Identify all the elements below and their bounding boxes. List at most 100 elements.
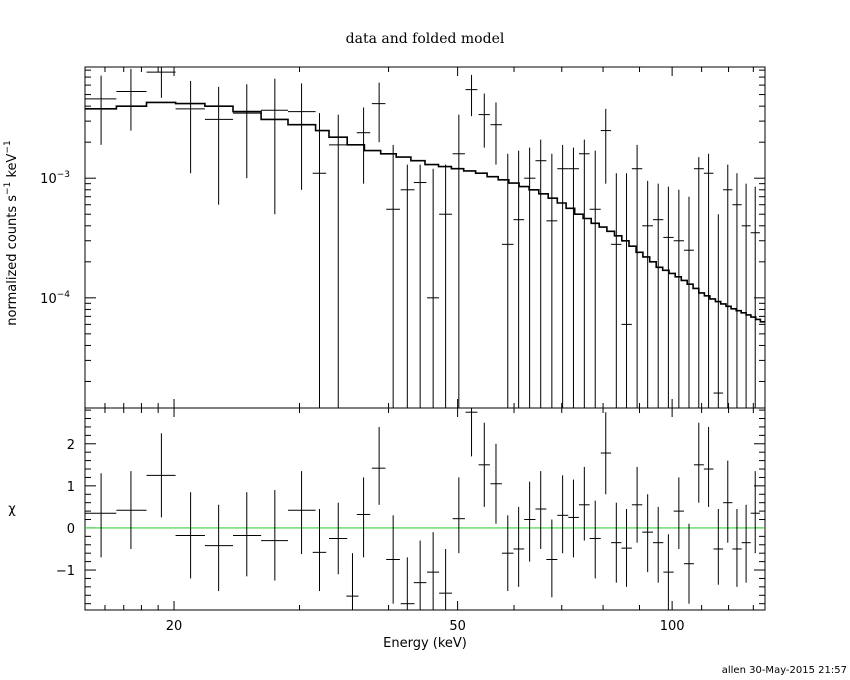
data-point: [683, 196, 694, 408]
data-point: [703, 153, 714, 408]
y-tick-exponent: −3: [57, 170, 70, 180]
data-point: [621, 173, 632, 408]
data-point: [524, 147, 536, 408]
y-tick-label: 10−3: [40, 170, 70, 187]
data-point: [557, 144, 569, 408]
residual-point: [631, 466, 643, 543]
residual-point: [371, 426, 386, 505]
residual-point: [439, 548, 452, 610]
residual-point: [175, 492, 205, 579]
residual-point: [578, 466, 590, 541]
data-point: [501, 153, 514, 408]
residual-point: [663, 534, 674, 610]
x-axis-label: Energy (keV): [383, 636, 467, 651]
residual-point: [478, 422, 490, 507]
residual-point: [312, 509, 327, 592]
data-point: [452, 114, 465, 408]
data-point: [663, 186, 674, 408]
data-point: [204, 86, 234, 205]
data-point: [175, 80, 205, 174]
residual-point: [329, 502, 348, 575]
data-point: [513, 150, 525, 408]
y-tick-exponent: −4: [57, 290, 71, 300]
data-point: [261, 78, 288, 215]
residual-point: [233, 492, 262, 577]
x-tick-label: 50: [449, 619, 466, 634]
residual-point: [589, 500, 601, 579]
data-point: [356, 107, 371, 184]
data-point: [116, 68, 147, 131]
residual-point: [652, 506, 664, 583]
data-point: [732, 173, 742, 408]
data-point: [427, 168, 440, 408]
residual-point: [546, 519, 558, 598]
data-point: [478, 93, 490, 148]
residual-point: [535, 471, 547, 549]
y-tick-label: −1: [56, 564, 75, 579]
data-point: [652, 183, 664, 408]
residual-point: [287, 471, 316, 555]
data-point: [233, 84, 262, 179]
residual-point: [452, 477, 465, 554]
data-point: [568, 147, 579, 408]
residual-point: [557, 475, 569, 554]
ylabel-mid: keV: [5, 153, 20, 181]
residual-point: [490, 443, 502, 524]
data-point: [312, 113, 327, 408]
bottom-panel-plot: 20 50 100 −1 0 1 2: [56, 407, 766, 634]
data-point: [146, 67, 176, 98]
data-point: [631, 144, 643, 408]
residual-point: [600, 412, 612, 495]
residual-point: [501, 515, 514, 592]
data-point: [723, 164, 733, 408]
data-point: [329, 114, 348, 408]
data-point: [546, 153, 558, 408]
y-tick-label: 10−4: [40, 290, 70, 307]
residual-point: [386, 515, 400, 604]
data-point: [490, 102, 502, 165]
data-point: [413, 164, 427, 408]
residual-point: [621, 509, 632, 587]
residual-point: [723, 460, 733, 543]
residual-point: [356, 477, 371, 558]
y-tick-base: 10: [40, 292, 57, 307]
residual-point: [261, 490, 288, 581]
bottom-y-axis-label: χ: [8, 502, 16, 517]
data-point: [465, 74, 478, 117]
residual-point: [642, 494, 653, 573]
x-tick-label: 100: [660, 619, 685, 634]
data-point: [439, 164, 452, 408]
ylabel-sup-2: −1: [3, 140, 13, 153]
residual-point: [750, 471, 760, 554]
residual-point: [673, 477, 684, 549]
residual-point: [741, 504, 751, 583]
residual-point: [204, 504, 234, 592]
data-point: [600, 108, 612, 184]
data-point: [642, 180, 653, 408]
data-point: [535, 139, 547, 408]
ylabel-sup-1: −1: [3, 182, 13, 195]
y-tick-label: 2: [67, 438, 75, 453]
data-point: [713, 214, 724, 408]
x-tick-label: 20: [166, 619, 183, 634]
chart-title: data and folded model: [346, 31, 505, 47]
data-point: [589, 150, 601, 408]
data-point: [741, 183, 751, 408]
residual-point: [465, 408, 478, 457]
residual-point: [513, 506, 525, 587]
y-tick-base: 10: [40, 172, 57, 187]
residual-point: [400, 557, 415, 610]
residual-point: [427, 532, 440, 610]
residual-point: [568, 479, 579, 558]
top-y-axis-label: normalized counts s−1 keV−1: [3, 140, 20, 325]
residual-point: [713, 509, 724, 585]
ylabel-text: normalized counts s: [5, 195, 20, 326]
data-point: [386, 144, 400, 408]
residual-point: [524, 481, 536, 562]
residual-point: [683, 523, 694, 604]
data-point: [693, 157, 704, 408]
residual-point: [146, 433, 176, 518]
residual-point: [611, 502, 622, 583]
